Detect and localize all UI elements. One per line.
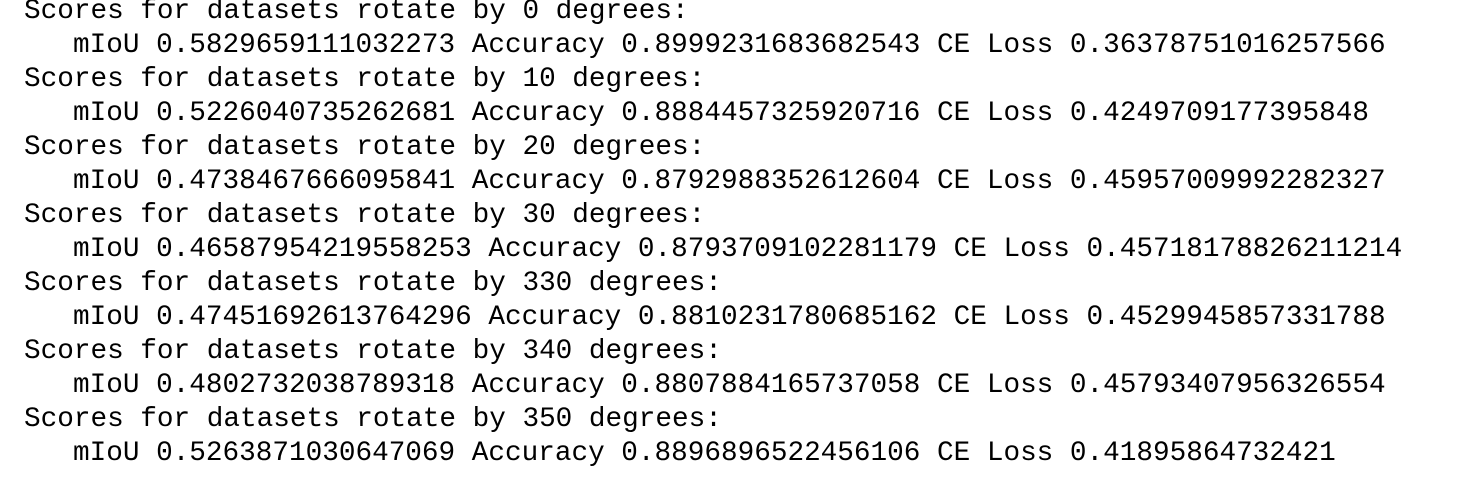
score-header: Scores for datasets rotate by 0 degrees: bbox=[24, 0, 689, 27]
score-line: mIoU 0.5263871030647069 Accuracy 0.88968… bbox=[73, 438, 1336, 469]
score-header: Scores for datasets rotate by 350 degree… bbox=[24, 404, 722, 435]
score-header: Scores for datasets rotate by 20 degrees… bbox=[24, 132, 706, 163]
score-header: Scores for datasets rotate by 30 degrees… bbox=[24, 200, 706, 231]
score-line: mIoU 0.4802732038789318 Accuracy 0.88078… bbox=[73, 370, 1386, 401]
score-line: mIoU 0.46587954219558253 Accuracy 0.8793… bbox=[73, 234, 1403, 265]
score-line: mIoU 0.4738467666095841 Accuracy 0.87929… bbox=[73, 166, 1386, 197]
output-lines: Scores for datasets rotate by 0 degrees:… bbox=[24, 0, 1458, 471]
score-line: mIoU 0.5829659111032273 Accuracy 0.89992… bbox=[73, 30, 1386, 61]
score-header: Scores for datasets rotate by 10 degrees… bbox=[24, 64, 706, 95]
score-line: mIoU 0.4745169261376429​6 Accuracy 0.881… bbox=[73, 302, 1386, 333]
score-header: Scores for datasets rotate by 330 degree… bbox=[24, 268, 722, 299]
score-header: Scores for datasets rotate by 340 degree… bbox=[24, 336, 722, 367]
score-line: mIoU 0.5226040735262681 Accuracy 0.88844… bbox=[73, 98, 1369, 129]
